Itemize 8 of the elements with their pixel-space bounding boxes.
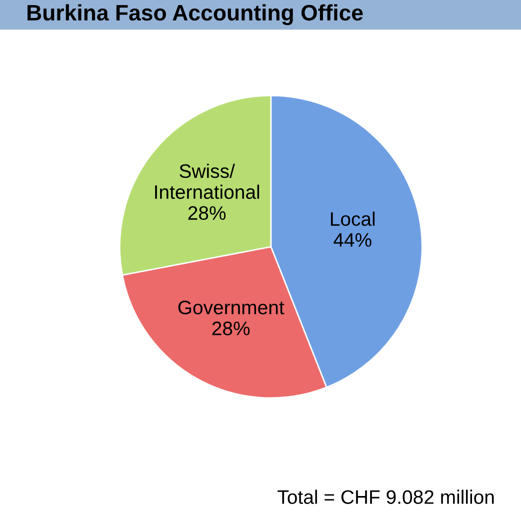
slice-label: Swiss/ International — [155, 164, 260, 199]
chart-title: Burkina Faso Accounting Office — [28, 4, 363, 26]
data-label: 28% — [212, 322, 250, 336]
slice-label: Government — [178, 300, 284, 314]
slice-label: Local — [330, 212, 375, 226]
data-label: 28% — [188, 206, 226, 220]
data-label: 44% — [334, 233, 372, 247]
text: Total = CHF 9.082 million — [278, 490, 494, 504]
